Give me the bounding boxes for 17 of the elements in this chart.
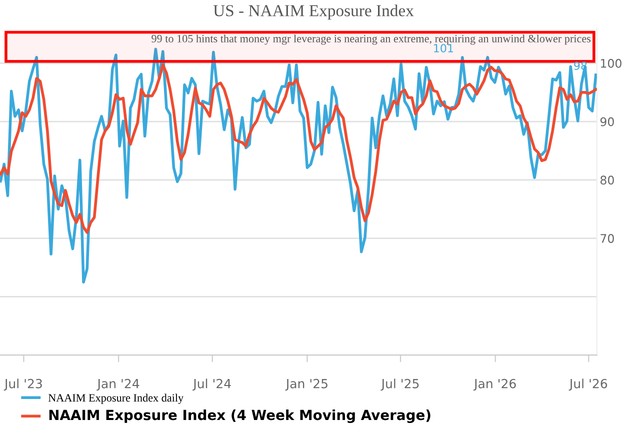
- line-series: [0, 64, 597, 234]
- y-tick-label: 80: [600, 176, 614, 185]
- y-tick-label: 70: [600, 234, 614, 243]
- legend-label: NAAIM Exposure Index (4 Week Moving Average): [49, 409, 430, 423]
- legend-label: NAAIM Exposure Index daily: [48, 394, 184, 404]
- y-tick-label: 100: [600, 58, 622, 68]
- x-tick-label: Jan '25: [285, 378, 328, 391]
- x-tick-label: Jul '24: [192, 378, 231, 391]
- annotation: 101: [434, 44, 454, 52]
- x-tick-label: Jul '26: [568, 378, 608, 391]
- band-label: 99 to 105 hints that money mgr leverage is nearing an extreme, requiring an unwind &lower prices: [152, 34, 591, 45]
- y-tick-label: 90: [600, 117, 614, 126]
- x-tick-label: Jul '25: [380, 378, 419, 391]
- x-tick-label: Jan '26: [473, 378, 516, 391]
- x-tick-label: Jul '23: [4, 378, 42, 391]
- x-tick-label: Jan '24: [96, 378, 140, 391]
- chart-title: US - NAAIM Exposure Index: [213, 4, 414, 20]
